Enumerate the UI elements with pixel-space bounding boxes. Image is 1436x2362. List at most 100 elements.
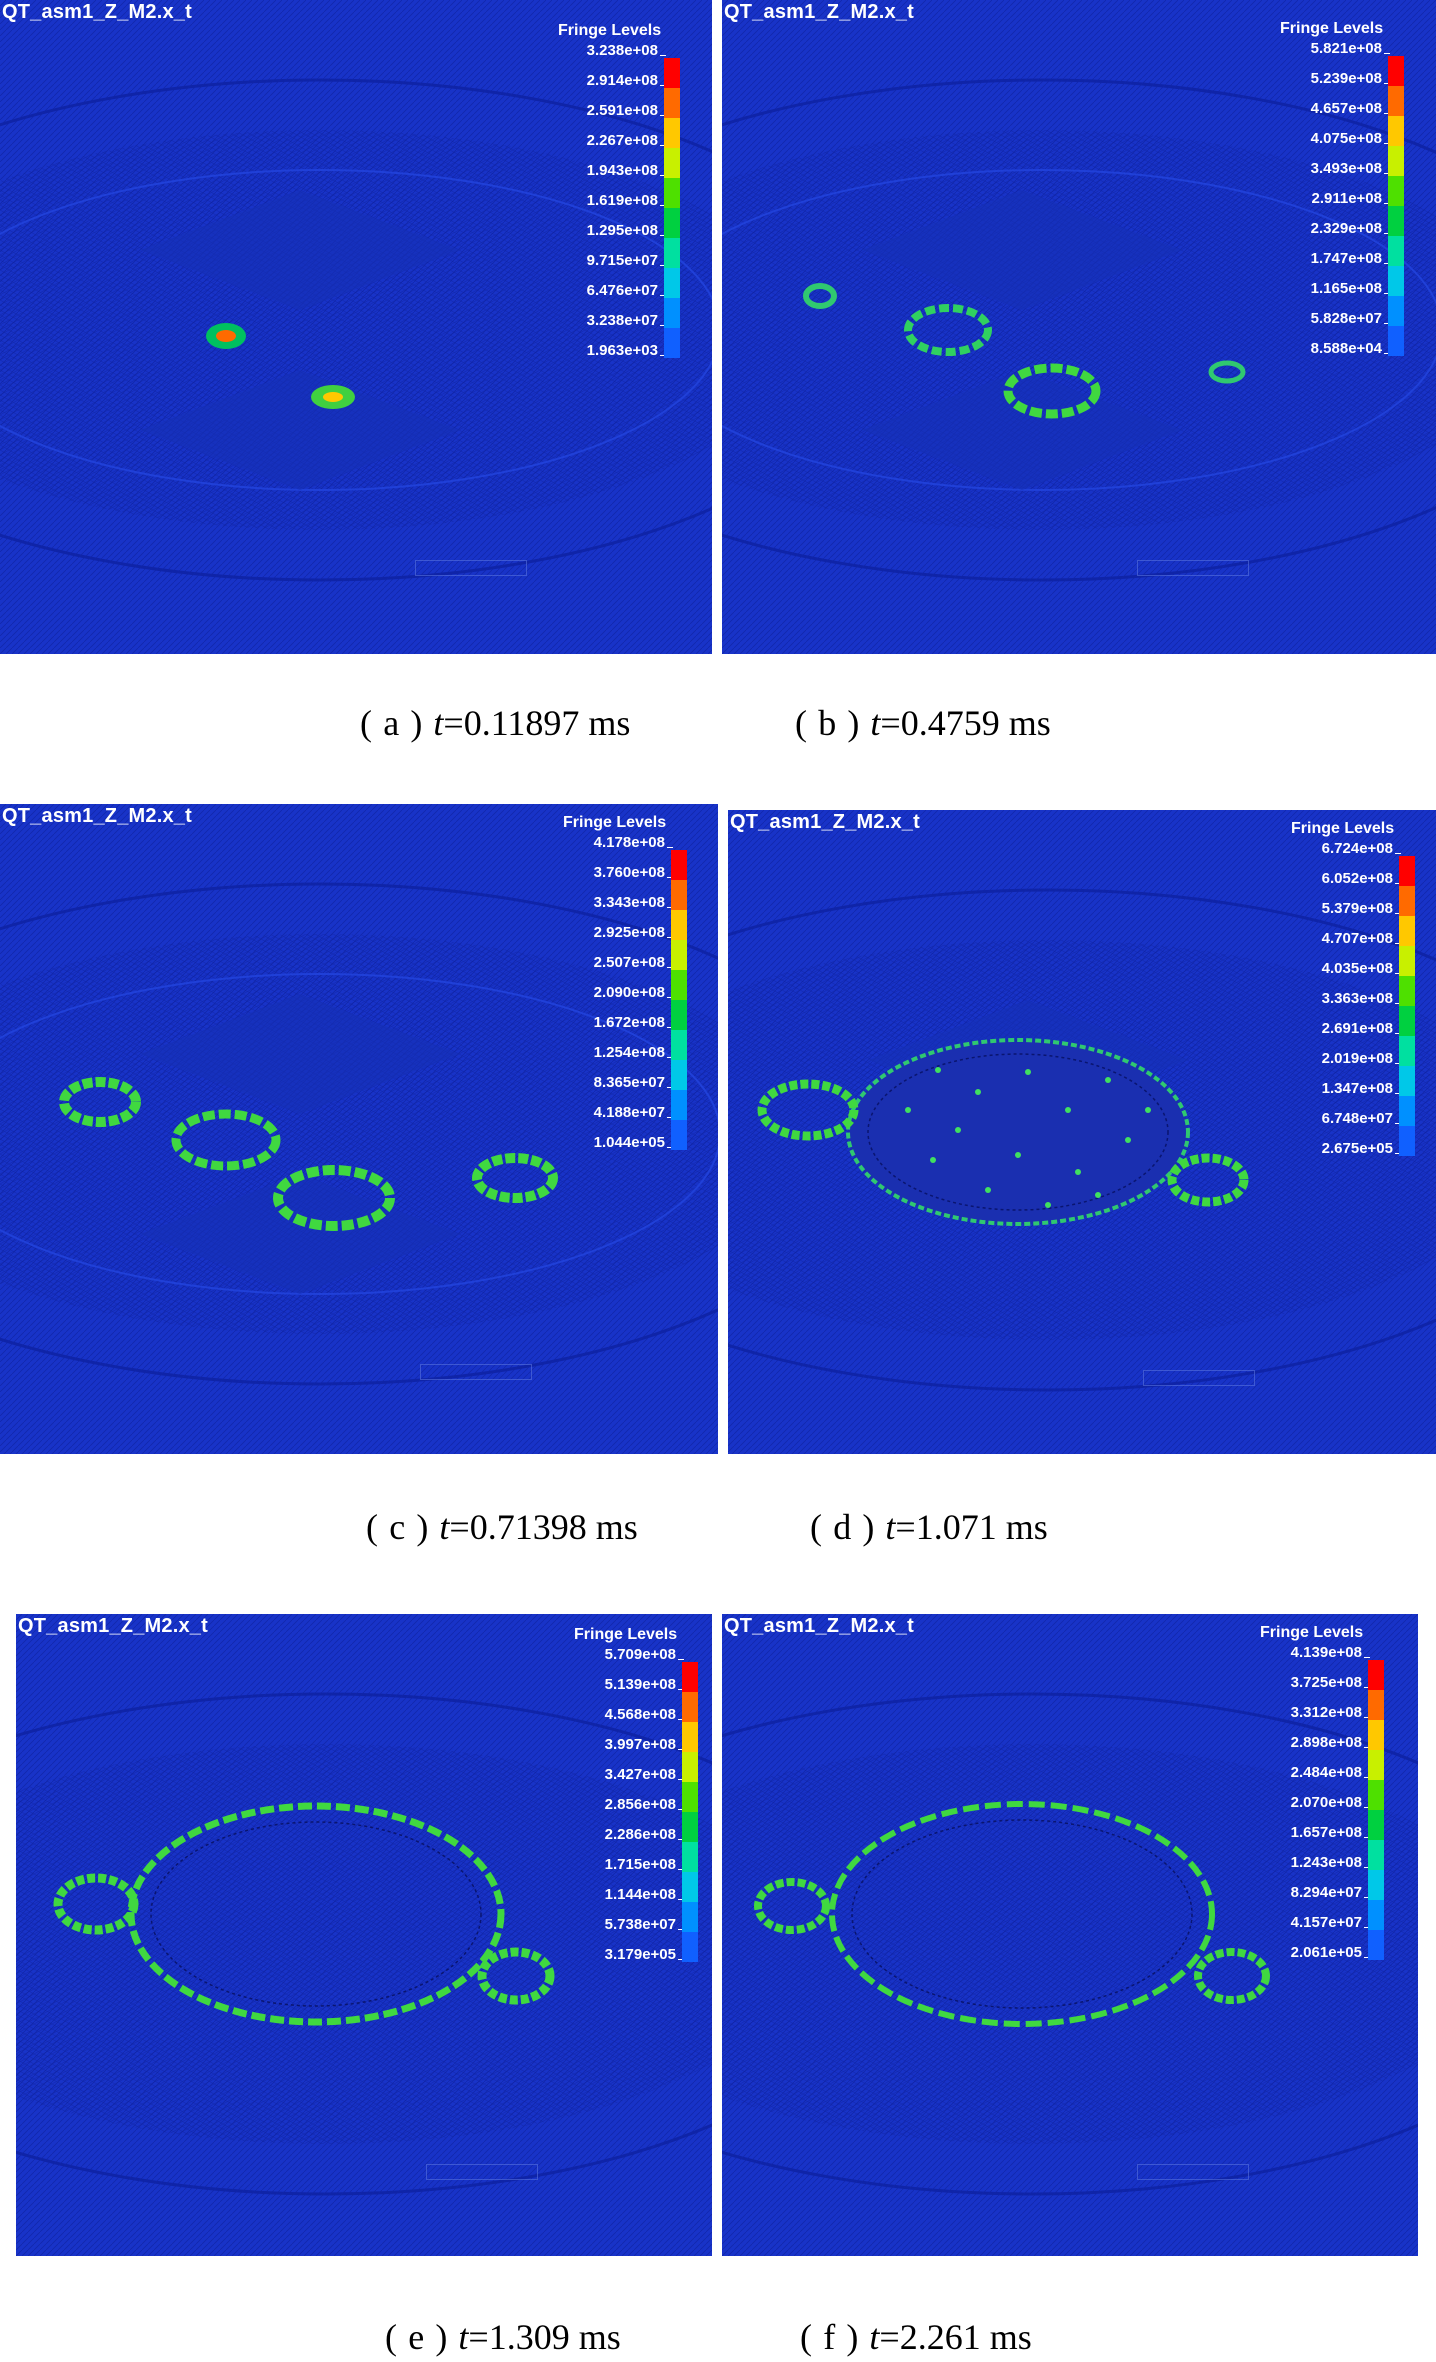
colorbar-segment xyxy=(1399,886,1415,916)
colorbar-segment xyxy=(664,58,680,88)
colorbar-segment xyxy=(671,940,687,970)
legend-level: 2.675e+05 xyxy=(1321,1140,1402,1157)
time-variable: t xyxy=(439,1507,450,1547)
legend-level: 6.476e+07 xyxy=(586,282,667,299)
caption-letter: ( e ) xyxy=(385,2317,450,2357)
legend-level: 2.267e+08 xyxy=(586,132,667,149)
colorbar-segment xyxy=(671,1030,687,1060)
mesh-plate-b xyxy=(722,0,1436,654)
watermark xyxy=(1137,2164,1249,2180)
colorbar-segment xyxy=(682,1902,698,1932)
legend-level: 3.493e+08 xyxy=(1310,160,1391,177)
watermark xyxy=(420,1364,532,1380)
legend-level: 3.760e+08 xyxy=(593,864,674,881)
time-value: =0.4759 ms xyxy=(880,703,1051,743)
colorbar-segment xyxy=(682,1692,698,1722)
model-title: QT_asm1_Z_M2.x_t xyxy=(2,1,192,23)
legend-level: 3.363e+08 xyxy=(1321,990,1402,1007)
legend-title: Fringe Levels xyxy=(1260,1624,1364,1641)
caption-f: ( f ) t=2.261 ms xyxy=(800,2316,1032,2358)
legend-level: 2.090e+08 xyxy=(593,984,674,1001)
colorbar-segment xyxy=(1388,206,1404,236)
colorbar-segment xyxy=(682,1842,698,1872)
legend-level: 4.139e+08 xyxy=(1290,1644,1371,1661)
legend-level: 2.898e+08 xyxy=(1290,1734,1371,1751)
caption-letter: ( a ) xyxy=(360,703,425,743)
colorbar-segment xyxy=(1368,1690,1384,1720)
legend-level: 8.588e+04 xyxy=(1310,340,1391,357)
legend-level: 5.379e+08 xyxy=(1321,900,1402,917)
colorbar-segment xyxy=(671,880,687,910)
colorbar-segment xyxy=(682,1812,698,1842)
mesh-plate-c xyxy=(0,804,718,1454)
model-title: QT_asm1_Z_M2.x_t xyxy=(724,1615,914,1637)
legend-level: 2.507e+08 xyxy=(593,954,674,971)
colorbar-segment xyxy=(1399,1126,1415,1156)
colorbar-segment xyxy=(1388,176,1404,206)
colorbar-segment xyxy=(1368,1900,1384,1930)
legend-level: 3.238e+07 xyxy=(586,312,667,329)
colorbar-segment xyxy=(664,208,680,238)
caption-letter: ( d ) xyxy=(810,1507,877,1547)
legend-level: 1.619e+08 xyxy=(586,192,667,209)
colorbar-segment xyxy=(664,178,680,208)
colorbar-segment xyxy=(682,1872,698,1902)
model-title: QT_asm1_Z_M2.x_t xyxy=(724,1,914,23)
legend-level: 2.925e+08 xyxy=(593,924,674,941)
legend-level: 3.312e+08 xyxy=(1290,1704,1371,1721)
model-title: QT_asm1_Z_M2.x_t xyxy=(18,1615,208,1637)
legend-level: 1.943e+08 xyxy=(586,162,667,179)
legend-level: 3.427e+08 xyxy=(604,1766,685,1783)
panel-e: QT_asm1_Z_M2.x_t Fringe Levels 5.709e+08 5… xyxy=(16,1614,712,2256)
legend-level: 1.672e+08 xyxy=(593,1014,674,1031)
colorbar-segment xyxy=(1368,1660,1384,1690)
legend-level: 5.709e+08 xyxy=(604,1646,685,1663)
legend-level: 1.044e+05 xyxy=(593,1134,674,1151)
legend-level: 3.238e+08 xyxy=(586,42,667,59)
caption-b: ( b ) t=0.4759 ms xyxy=(795,702,1051,744)
legend-title: Fringe Levels xyxy=(574,1626,678,1643)
colorbar-segment xyxy=(1368,1840,1384,1870)
legend-level: 2.691e+08 xyxy=(1321,1020,1402,1037)
colorbar-segment xyxy=(671,1060,687,1090)
legend-level: 2.070e+08 xyxy=(1290,1794,1371,1811)
panel-a: QT_asm1_Z_M2.x_t Fringe Levels 3.238e+08 2… xyxy=(0,0,712,654)
time-value: =0.11897 ms xyxy=(443,703,631,743)
legend-level: 4.178e+08 xyxy=(593,834,674,851)
legend-level: 2.914e+08 xyxy=(586,72,667,89)
mesh-plate-d xyxy=(728,810,1436,1454)
colorbar-segment xyxy=(1399,976,1415,1006)
caption-letter: ( f ) xyxy=(800,2317,861,2357)
legend-level: 1.347e+08 xyxy=(1321,1080,1402,1097)
legend-level: 3.179e+05 xyxy=(604,1946,685,1963)
colorbar xyxy=(671,850,687,1150)
legend-level: 4.075e+08 xyxy=(1310,130,1391,147)
time-value: =1.071 ms xyxy=(895,1507,1048,1547)
legend-level: 4.568e+08 xyxy=(604,1706,685,1723)
time-variable: t xyxy=(458,2317,469,2357)
time-variable: t xyxy=(870,703,881,743)
legend-level: 2.061e+05 xyxy=(1290,1944,1371,1961)
legend-level: 1.144e+08 xyxy=(604,1886,685,1903)
legend-title: Fringe Levels xyxy=(563,814,667,831)
colorbar-segment xyxy=(1388,56,1404,86)
time-value: =2.261 ms xyxy=(879,2317,1032,2357)
colorbar-segment xyxy=(682,1752,698,1782)
colorbar-segment xyxy=(671,1120,687,1150)
caption-c: ( c ) t=0.71398 ms xyxy=(366,1506,638,1548)
legend-level: 4.188e+07 xyxy=(593,1104,674,1121)
legend-level: 2.286e+08 xyxy=(604,1826,685,1843)
legend-level: 1.747e+08 xyxy=(1310,250,1391,267)
model-title: QT_asm1_Z_M2.x_t xyxy=(730,811,920,833)
legend-level: 5.821e+08 xyxy=(1310,40,1391,57)
colorbar-segment xyxy=(664,88,680,118)
time-variable: t xyxy=(885,1507,896,1547)
colorbar-segment xyxy=(1399,1036,1415,1066)
legend-level: 2.911e+08 xyxy=(1311,190,1390,207)
time-variable: t xyxy=(869,2317,880,2357)
colorbar-segment xyxy=(664,148,680,178)
legend-level: 2.856e+08 xyxy=(604,1796,685,1813)
watermark xyxy=(415,560,527,576)
legend-level: 2.329e+08 xyxy=(1310,220,1391,237)
mesh-plate-a xyxy=(0,0,712,654)
